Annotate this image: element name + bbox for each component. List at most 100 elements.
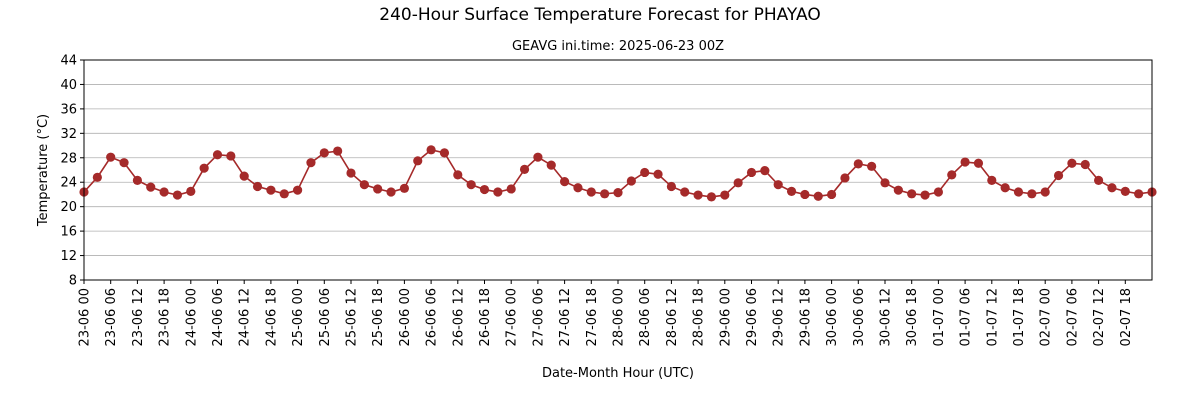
- x-tick-label: 01-07 06: [959, 288, 974, 346]
- data-point: [853, 159, 863, 169]
- y-tick-label: 32: [60, 127, 77, 142]
- data-point: [453, 170, 463, 180]
- x-tick-label: 28-06 18: [692, 288, 707, 346]
- y-tick-label: 16: [60, 225, 77, 240]
- data-point: [426, 145, 436, 155]
- data-point: [626, 176, 636, 186]
- x-tick-label: 27-06 06: [531, 288, 546, 346]
- data-point: [1120, 186, 1130, 196]
- x-tick-label: 01-07 12: [985, 288, 1000, 346]
- data-point: [827, 189, 837, 200]
- data-point: [573, 183, 583, 193]
- data-point: [1027, 189, 1037, 199]
- data-point: [666, 181, 677, 192]
- data-point: [119, 158, 129, 168]
- x-tick-label: 25-06 00: [291, 288, 306, 346]
- data-point: [506, 184, 516, 194]
- chart-title: 240-Hour Surface Temperature Forecast fo…: [379, 5, 821, 25]
- data-point: [760, 166, 770, 176]
- y-tick-label: 28: [60, 151, 77, 166]
- y-axis-label: Temperature (°C): [36, 114, 51, 227]
- data-point: [987, 175, 997, 185]
- data-point: [266, 185, 276, 195]
- data-point: [172, 190, 183, 200]
- y-tick-label: 20: [60, 200, 77, 215]
- data-point: [640, 167, 650, 178]
- data-point: [1067, 158, 1077, 168]
- x-tick-label: 24-06 18: [264, 288, 279, 346]
- y-tick-label: 40: [60, 78, 77, 93]
- x-tick-label: 23-06 18: [158, 288, 173, 346]
- data-point: [346, 168, 356, 178]
- data-point: [733, 178, 743, 188]
- data-point: [947, 170, 957, 180]
- data-point: [252, 181, 263, 192]
- x-tick-label: 23-06 12: [131, 288, 146, 346]
- x-tick-label: 28-06 06: [638, 288, 653, 346]
- x-tick-label: 25-06 06: [318, 288, 333, 346]
- data-point: [693, 190, 703, 200]
- data-point: [1094, 175, 1104, 185]
- data-point: [199, 163, 209, 173]
- data-point: [92, 172, 102, 182]
- data-point: [1107, 183, 1117, 193]
- x-tick-label: 30-06 06: [852, 288, 867, 346]
- x-tick-label: 27-06 00: [505, 288, 520, 346]
- data-point: [786, 186, 797, 196]
- data-point: [546, 160, 556, 170]
- x-tick-label: 29-06 00: [718, 288, 733, 346]
- data-point: [146, 182, 156, 192]
- data-point: [1080, 159, 1090, 170]
- data-point: [600, 189, 610, 199]
- chart-subtitle: GEAVG ini.time: 2025-06-23 00Z: [511, 39, 725, 54]
- data-point: [186, 186, 196, 196]
- data-point: [439, 148, 450, 158]
- x-tick-label: 23-06 06: [104, 288, 119, 346]
- y-tick-label: 8: [69, 274, 77, 289]
- data-point: [466, 180, 476, 190]
- x-tick-label: 28-06 12: [665, 288, 680, 346]
- x-tick-label: 27-06 12: [558, 288, 573, 346]
- x-tick-label: 24-06 12: [238, 288, 253, 346]
- y-tick-label: 44: [60, 54, 77, 69]
- x-tick-label: 29-06 12: [772, 288, 787, 346]
- x-tick-label: 28-06 00: [612, 288, 627, 346]
- data-point: [586, 187, 596, 197]
- x-tick-label: 25-06 18: [371, 288, 386, 346]
- x-tick-label: 01-07 18: [1012, 288, 1027, 346]
- data-point: [907, 189, 917, 199]
- data-point: [1134, 189, 1144, 199]
- data-point: [920, 190, 930, 200]
- data-point: [132, 175, 142, 185]
- data-point: [800, 189, 810, 200]
- data-point: [106, 152, 116, 162]
- x-tick-label: 30-06 12: [879, 288, 894, 346]
- data-point: [960, 157, 970, 167]
- data-point: [706, 192, 717, 202]
- x-tick-label: 29-06 18: [798, 288, 813, 346]
- data-point: [973, 158, 984, 168]
- data-point: [746, 167, 757, 178]
- x-tick-label: 24-06 00: [184, 288, 199, 346]
- data-point: [333, 146, 343, 156]
- x-tick-label: 02-07 18: [1119, 288, 1134, 346]
- data-point: [479, 184, 490, 195]
- data-point: [386, 187, 396, 197]
- data-point: [560, 177, 570, 187]
- x-tick-label: 02-07 06: [1065, 288, 1080, 346]
- grid-lines: [84, 59, 1152, 281]
- data-point: [319, 148, 329, 158]
- data-point: [1053, 170, 1064, 181]
- x-tick-label: 26-06 12: [451, 288, 466, 346]
- x-tick-label: 02-07 00: [1039, 288, 1054, 346]
- y-tick-label: 12: [60, 249, 77, 264]
- y-tick-label: 24: [60, 176, 77, 191]
- data-point: [1013, 187, 1024, 197]
- data-point: [519, 164, 530, 174]
- data-point: [226, 151, 236, 161]
- temperature-series: [79, 145, 1157, 202]
- x-tick-label: 24-06 06: [211, 288, 226, 346]
- x-tick-label: 25-06 12: [345, 288, 360, 346]
- plot-frame: [83, 59, 1153, 281]
